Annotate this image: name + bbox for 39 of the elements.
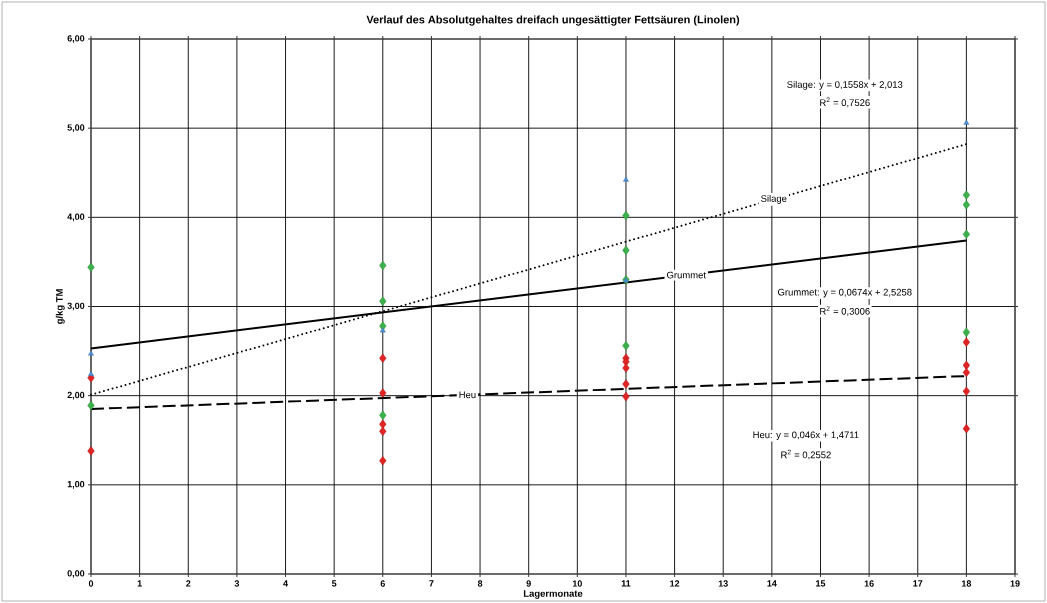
y-tick-label: 3,00	[67, 302, 85, 311]
x-tick-label: 8	[477, 580, 483, 587]
annotation: R$^{2}$ = 0,2552	[781, 449, 831, 460]
y-tick-label: 1,00	[67, 481, 85, 489]
x-axis-title: Lagermonate	[523, 590, 583, 599]
series-label: Silage	[761, 194, 787, 204]
y-tick-label: 6,00	[67, 35, 85, 43]
x-tick-label: 5	[331, 580, 337, 587]
x-tick-label: 4	[283, 580, 288, 587]
annotation: Silage: y = 0,1558x + 2,013	[787, 80, 903, 90]
x-tick-label: 7	[429, 580, 434, 587]
chart-title: Verlauf des Absolutgehaltes dreifach ungesättigter Fettsäuren (Linolen)	[366, 15, 740, 26]
x-tick-label: 0	[88, 580, 94, 587]
x-tick-label: 19	[1010, 580, 1020, 587]
x-tick-label: 9	[526, 580, 531, 587]
y-tick-label: 5,00	[67, 124, 85, 132]
y-tick-label: 2,00	[67, 391, 85, 400]
x-tick-label: 3	[234, 580, 240, 587]
x-tick-label: 13	[718, 580, 728, 587]
x-tick-label: 16	[864, 580, 874, 587]
x-tick-label: 17	[913, 580, 923, 587]
x-tick-label: 10	[572, 580, 582, 587]
x-tick-label: 6	[380, 580, 385, 587]
annotation: Grummet: y = 0,0674x + 2,5258	[778, 288, 912, 298]
series-label: Grummet	[667, 271, 706, 279]
x-tick-label: 1	[137, 580, 142, 587]
y-tick-label: 0,00	[67, 570, 85, 578]
annotation: R$^{2}$ = 0,7526	[820, 97, 870, 108]
x-tick-label: 15	[816, 580, 826, 587]
annotation: Heu: y = 0,046x + 1,4711	[753, 431, 859, 441]
x-tick-label: 11	[621, 580, 631, 587]
x-tick-label: 12	[670, 580, 680, 587]
annotation: R$^{2}$ = 0,3006	[820, 306, 870, 316]
x-tick-label: 14	[767, 580, 777, 587]
series-label: Heu	[459, 391, 476, 399]
y-tick-label: 4,00	[67, 213, 85, 222]
y-axis-title: g/kg TM	[55, 289, 65, 324]
x-tick-label: 18	[961, 580, 972, 587]
x-tick-label: 2	[186, 580, 191, 587]
